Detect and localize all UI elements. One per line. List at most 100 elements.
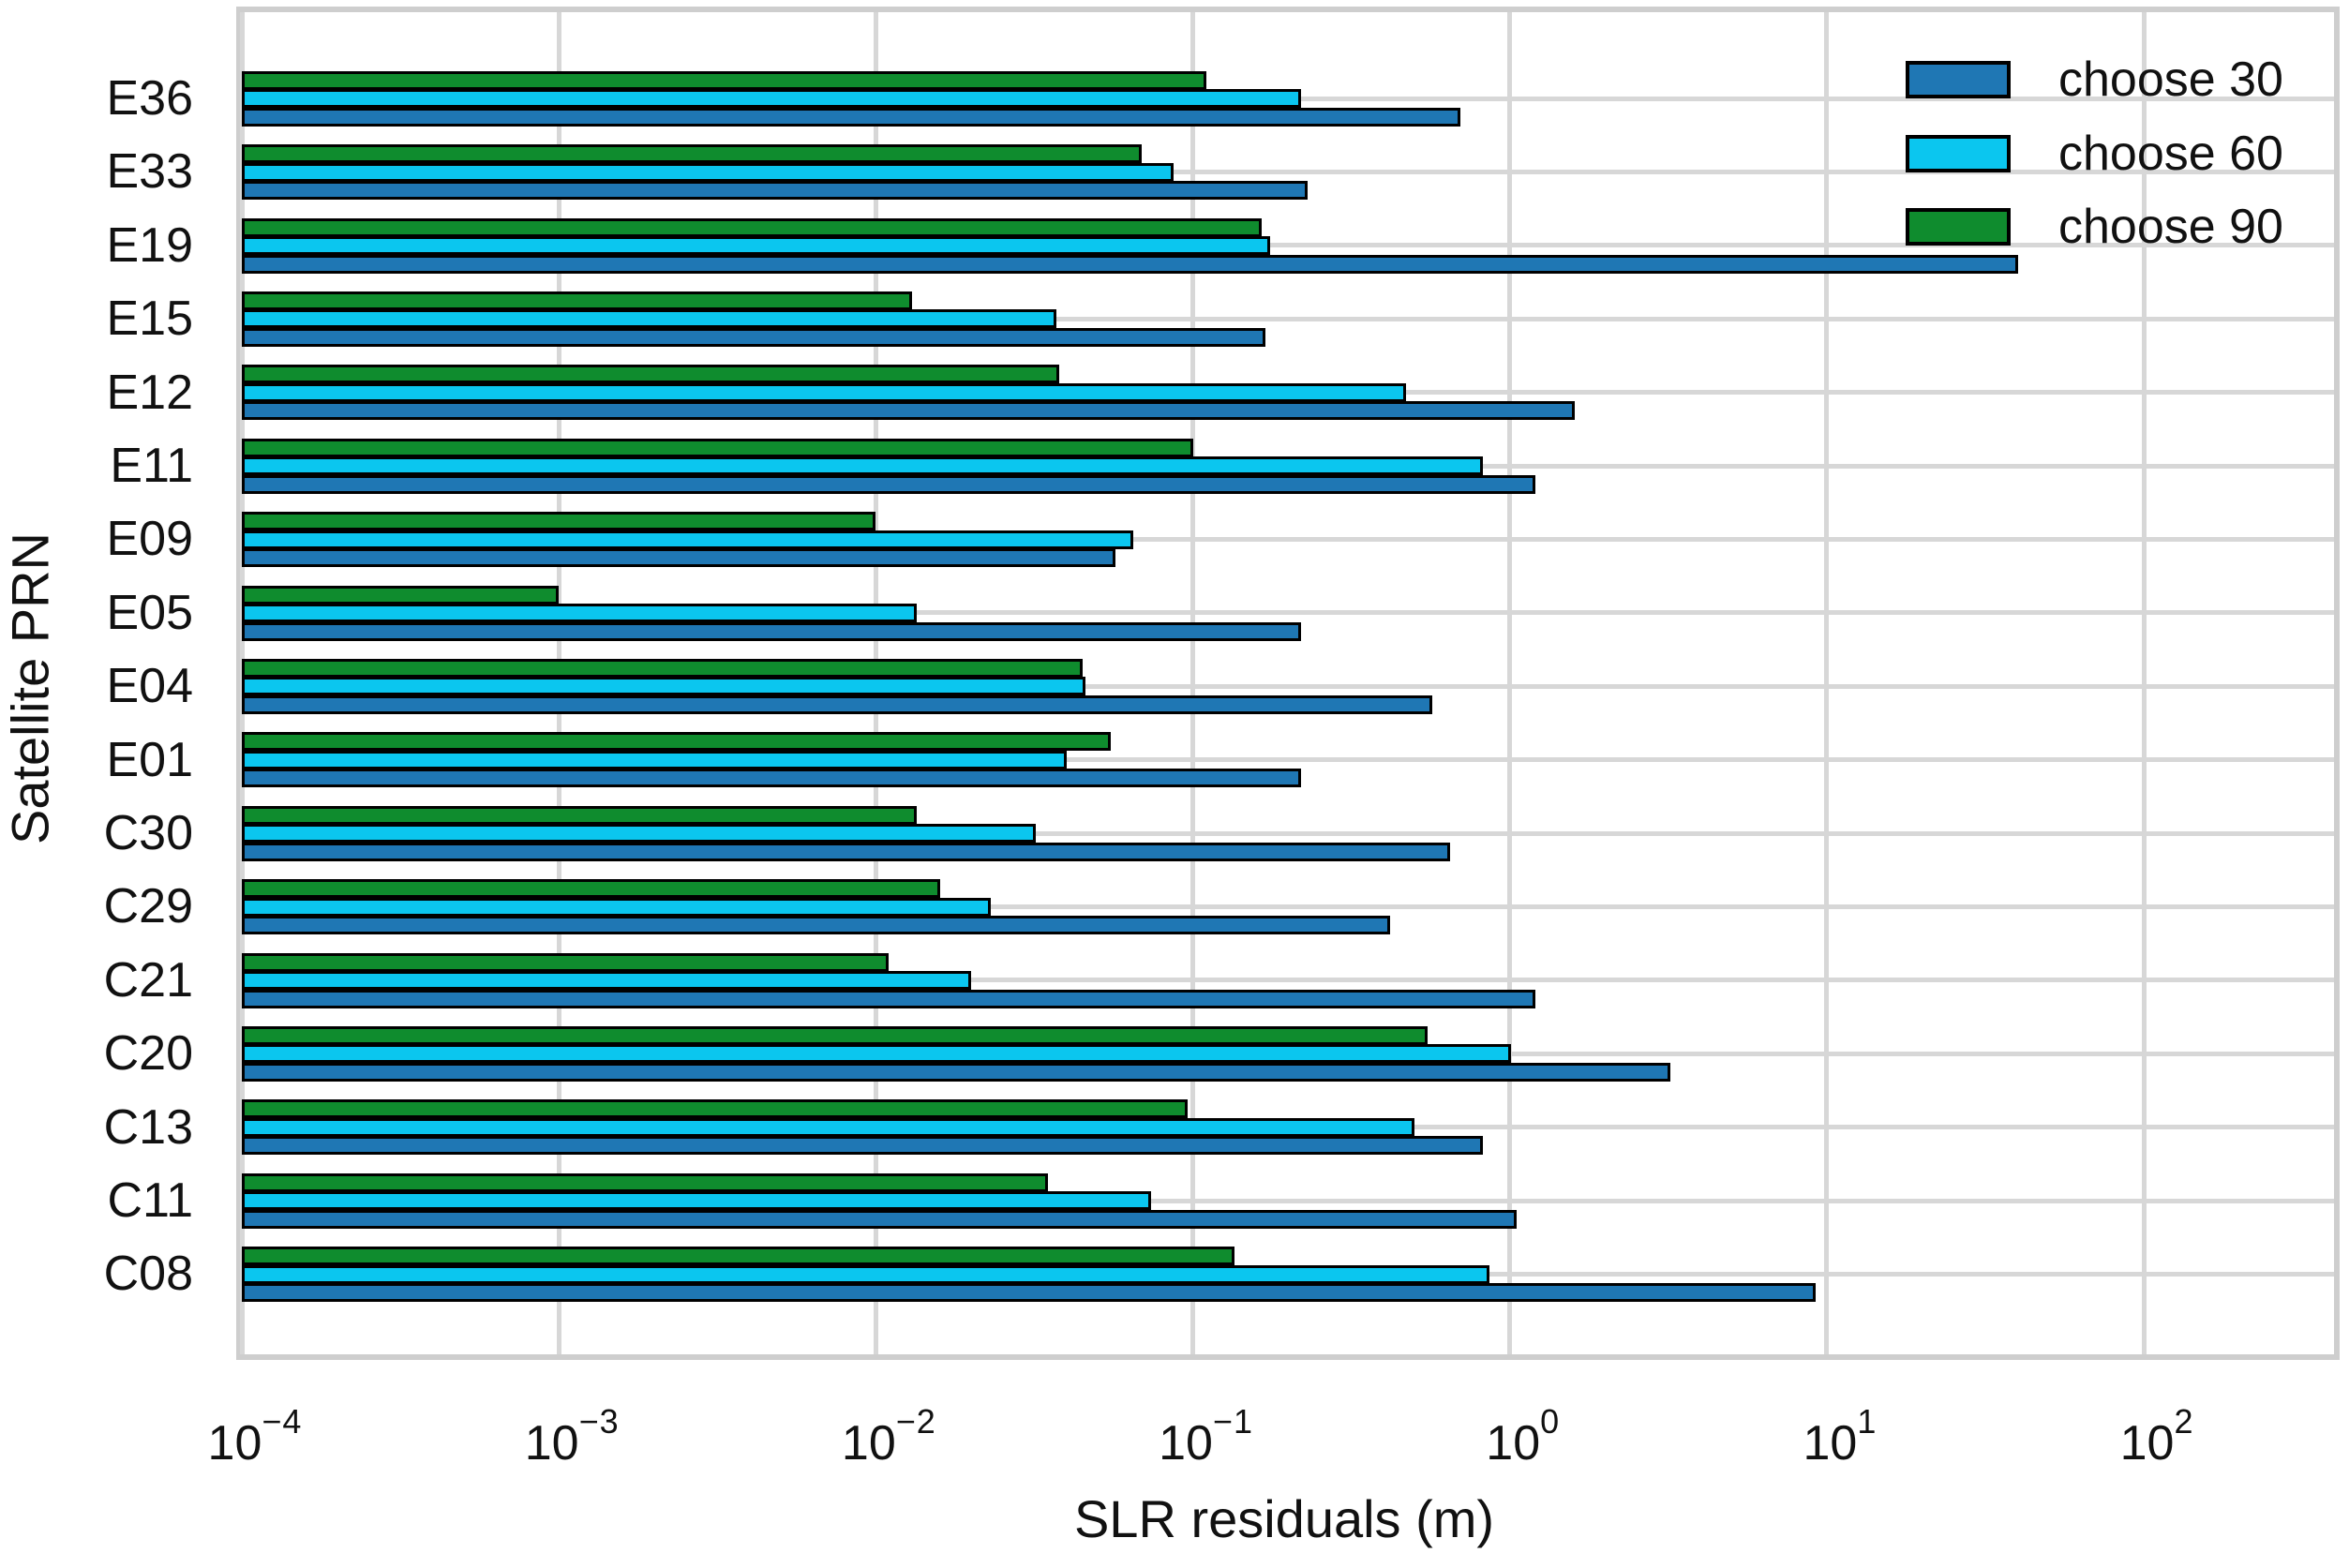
x-tick-label-1e0: 100 xyxy=(1486,1402,1561,1471)
x-axis-title: SLR residuals (m) xyxy=(1073,1489,1495,1548)
y-tick-label-E15: E15 xyxy=(106,291,193,347)
y-tick-label-C29: C29 xyxy=(103,879,193,934)
vertical-gridline-1e-1 xyxy=(1190,12,1196,1354)
horizontal-gridline-E33 xyxy=(242,169,2334,174)
x-tick-label-1e-2: 10−2 xyxy=(841,1402,936,1471)
y-tick-label-C13: C13 xyxy=(103,1099,193,1155)
bar-E04-choose-60 xyxy=(242,677,1086,696)
bar-E33-choose-60 xyxy=(242,162,1174,182)
legend-label-choose-60: choose 60 xyxy=(2058,126,2283,181)
legend-label-choose-30: choose 30 xyxy=(2058,52,2283,107)
bar-C20-choose-90 xyxy=(242,1025,1428,1045)
bar-E36-choose-90 xyxy=(242,70,1206,90)
legend-swatch-choose-90 xyxy=(1906,208,2011,246)
bar-E36-choose-60 xyxy=(242,89,1302,109)
y-tick-label-E36: E36 xyxy=(106,71,193,126)
y-tick-label-E04: E04 xyxy=(106,659,193,714)
x-tick-label-1e-1: 10−1 xyxy=(1159,1402,1253,1471)
bar-E19-choose-90 xyxy=(242,217,1263,237)
y-tick-label-E01: E01 xyxy=(106,732,193,787)
x-tick-label-1e1: 101 xyxy=(1803,1402,1878,1471)
horizontal-gridline-E15 xyxy=(242,316,2334,321)
horizontal-gridline-C30 xyxy=(242,830,2334,836)
bar-C21-choose-60 xyxy=(242,971,972,991)
bar-E12-choose-30 xyxy=(242,401,1575,421)
vertical-gridline-1e0 xyxy=(1507,12,1513,1354)
bar-E15-choose-30 xyxy=(242,327,1266,347)
bar-C21-choose-30 xyxy=(242,989,1535,1008)
y-axis-title: Satellite PRN xyxy=(0,531,60,845)
bar-C11-choose-60 xyxy=(242,1191,1152,1211)
horizontal-gridline-C29 xyxy=(242,903,2334,909)
bar-E01-choose-60 xyxy=(242,750,1067,769)
y-tick-label-C11: C11 xyxy=(107,1173,193,1228)
y-tick-label-E33: E33 xyxy=(106,144,193,200)
bar-C08-choose-60 xyxy=(242,1264,1489,1284)
bar-C21-choose-90 xyxy=(242,952,890,972)
bar-C13-choose-60 xyxy=(242,1117,1414,1137)
bar-C29-choose-30 xyxy=(242,916,1391,935)
horizontal-gridline-C11 xyxy=(242,1198,2334,1203)
bar-E05-choose-90 xyxy=(242,585,560,605)
bar-E11-choose-90 xyxy=(242,438,1193,457)
bar-E15-choose-60 xyxy=(242,309,1056,329)
y-tick-label-C20: C20 xyxy=(103,1026,193,1082)
bar-E33-choose-30 xyxy=(242,181,1308,201)
x-tick-label-1e2: 102 xyxy=(2119,1402,2194,1471)
bar-C11-choose-90 xyxy=(242,1172,1049,1192)
bar-E04-choose-30 xyxy=(242,694,1433,714)
bar-E01-choose-30 xyxy=(242,769,1302,788)
y-tick-label-E12: E12 xyxy=(106,365,193,420)
bar-C08-choose-90 xyxy=(242,1247,1234,1266)
bar-E05-choose-60 xyxy=(242,604,918,623)
bar-E19-choose-30 xyxy=(242,254,2018,274)
bar-C30-choose-30 xyxy=(242,842,1451,861)
bar-C11-choose-30 xyxy=(242,1209,1517,1229)
bar-C20-choose-60 xyxy=(242,1044,1512,1064)
bar-C30-choose-90 xyxy=(242,805,918,825)
horizontal-gridline-E09 xyxy=(242,536,2334,542)
horizontal-gridline-E05 xyxy=(242,610,2334,616)
legend-swatch-choose-30 xyxy=(1906,61,2011,98)
bar-E11-choose-60 xyxy=(242,456,1483,476)
bar-E09-choose-30 xyxy=(242,548,1115,568)
bar-C29-choose-60 xyxy=(242,897,991,917)
horizontal-gridline-E19 xyxy=(242,243,2334,248)
horizontal-gridline-C21 xyxy=(242,978,2334,983)
bar-E33-choose-90 xyxy=(242,144,1143,164)
bar-C13-choose-30 xyxy=(242,1136,1483,1156)
bar-E05-choose-30 xyxy=(242,621,1302,641)
bar-E12-choose-60 xyxy=(242,382,1406,402)
legend-label-choose-90: choose 90 xyxy=(2058,200,2283,254)
x-tick-label-1e-3: 10−3 xyxy=(524,1402,620,1471)
y-tick-label-E11: E11 xyxy=(110,439,193,493)
bar-E36-choose-30 xyxy=(242,107,1461,127)
bar-E09-choose-60 xyxy=(242,530,1134,549)
y-tick-label-C08: C08 xyxy=(103,1247,193,1302)
bar-E01-choose-90 xyxy=(242,732,1111,752)
bar-E09-choose-90 xyxy=(242,512,876,531)
vertical-gridline-1e2 xyxy=(2141,12,2147,1354)
bar-E19-choose-60 xyxy=(242,236,1270,256)
y-tick-label-E05: E05 xyxy=(106,585,193,640)
bar-E12-choose-90 xyxy=(242,365,1060,384)
bar-E04-choose-90 xyxy=(242,658,1084,678)
y-tick-label-E09: E09 xyxy=(106,512,193,567)
y-tick-label-E19: E19 xyxy=(106,217,193,273)
bar-C08-choose-30 xyxy=(242,1283,1816,1303)
x-tick-label-1e-4: 10−4 xyxy=(207,1402,303,1471)
bar-C29-choose-90 xyxy=(242,879,941,899)
y-tick-label-C30: C30 xyxy=(103,806,193,860)
bar-E11-choose-30 xyxy=(242,474,1535,494)
legend-swatch-choose-60 xyxy=(1906,134,2011,172)
bar-C20-choose-30 xyxy=(242,1062,1670,1082)
horizontal-gridline-E01 xyxy=(242,757,2334,763)
plot-area xyxy=(236,7,2340,1360)
vertical-gridline-1e1 xyxy=(1824,12,1830,1354)
bar-C13-choose-90 xyxy=(242,1099,1188,1119)
bar-C30-choose-60 xyxy=(242,824,1037,844)
y-tick-label-C21: C21 xyxy=(103,952,193,1008)
bar-E15-choose-90 xyxy=(242,291,912,310)
horizontal-gridline-E04 xyxy=(242,683,2334,689)
